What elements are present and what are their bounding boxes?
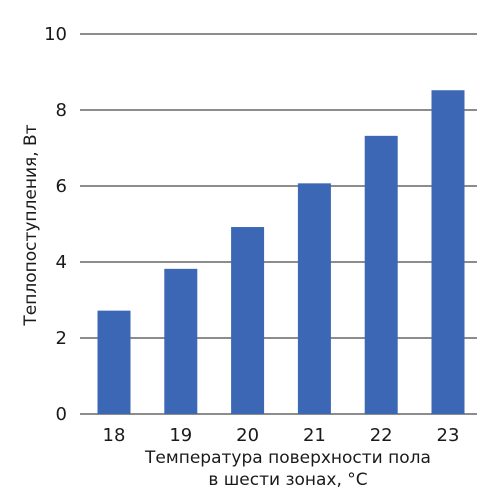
x-tick-label: 18: [103, 425, 126, 446]
bar-20: [231, 227, 265, 414]
bar-22: [364, 135, 398, 414]
y-tick-label: 4: [56, 252, 67, 273]
y-tick-label: 10: [44, 24, 67, 45]
y-tick-label: 2: [56, 328, 67, 349]
x-axis-title-line2: в шести зонах, °С: [208, 470, 367, 490]
bar-23: [431, 90, 465, 415]
x-tick-label: 20: [236, 425, 259, 446]
bar-18: [97, 310, 131, 414]
bars: [97, 90, 465, 415]
x-tick-label: 19: [169, 425, 192, 446]
bar-19: [164, 268, 198, 414]
x-tick-label: 23: [437, 425, 460, 446]
y-tick-label: 8: [56, 100, 67, 121]
gridlines: [80, 33, 477, 415]
y-axis-title: Теплопоступления, Вт: [21, 124, 41, 326]
x-tick-label: 22: [370, 425, 393, 446]
bar-21: [297, 183, 331, 414]
y-tick-labels: 0 2 4 6 8 10: [44, 24, 67, 425]
x-tick-labels: 18 19 20 21 22 23: [103, 425, 460, 446]
y-tick-label: 6: [56, 176, 67, 197]
x-axis-title-line1: Температура поверхности пола: [144, 448, 431, 468]
y-tick-label: 0: [56, 404, 67, 425]
x-tick-label: 21: [303, 425, 326, 446]
